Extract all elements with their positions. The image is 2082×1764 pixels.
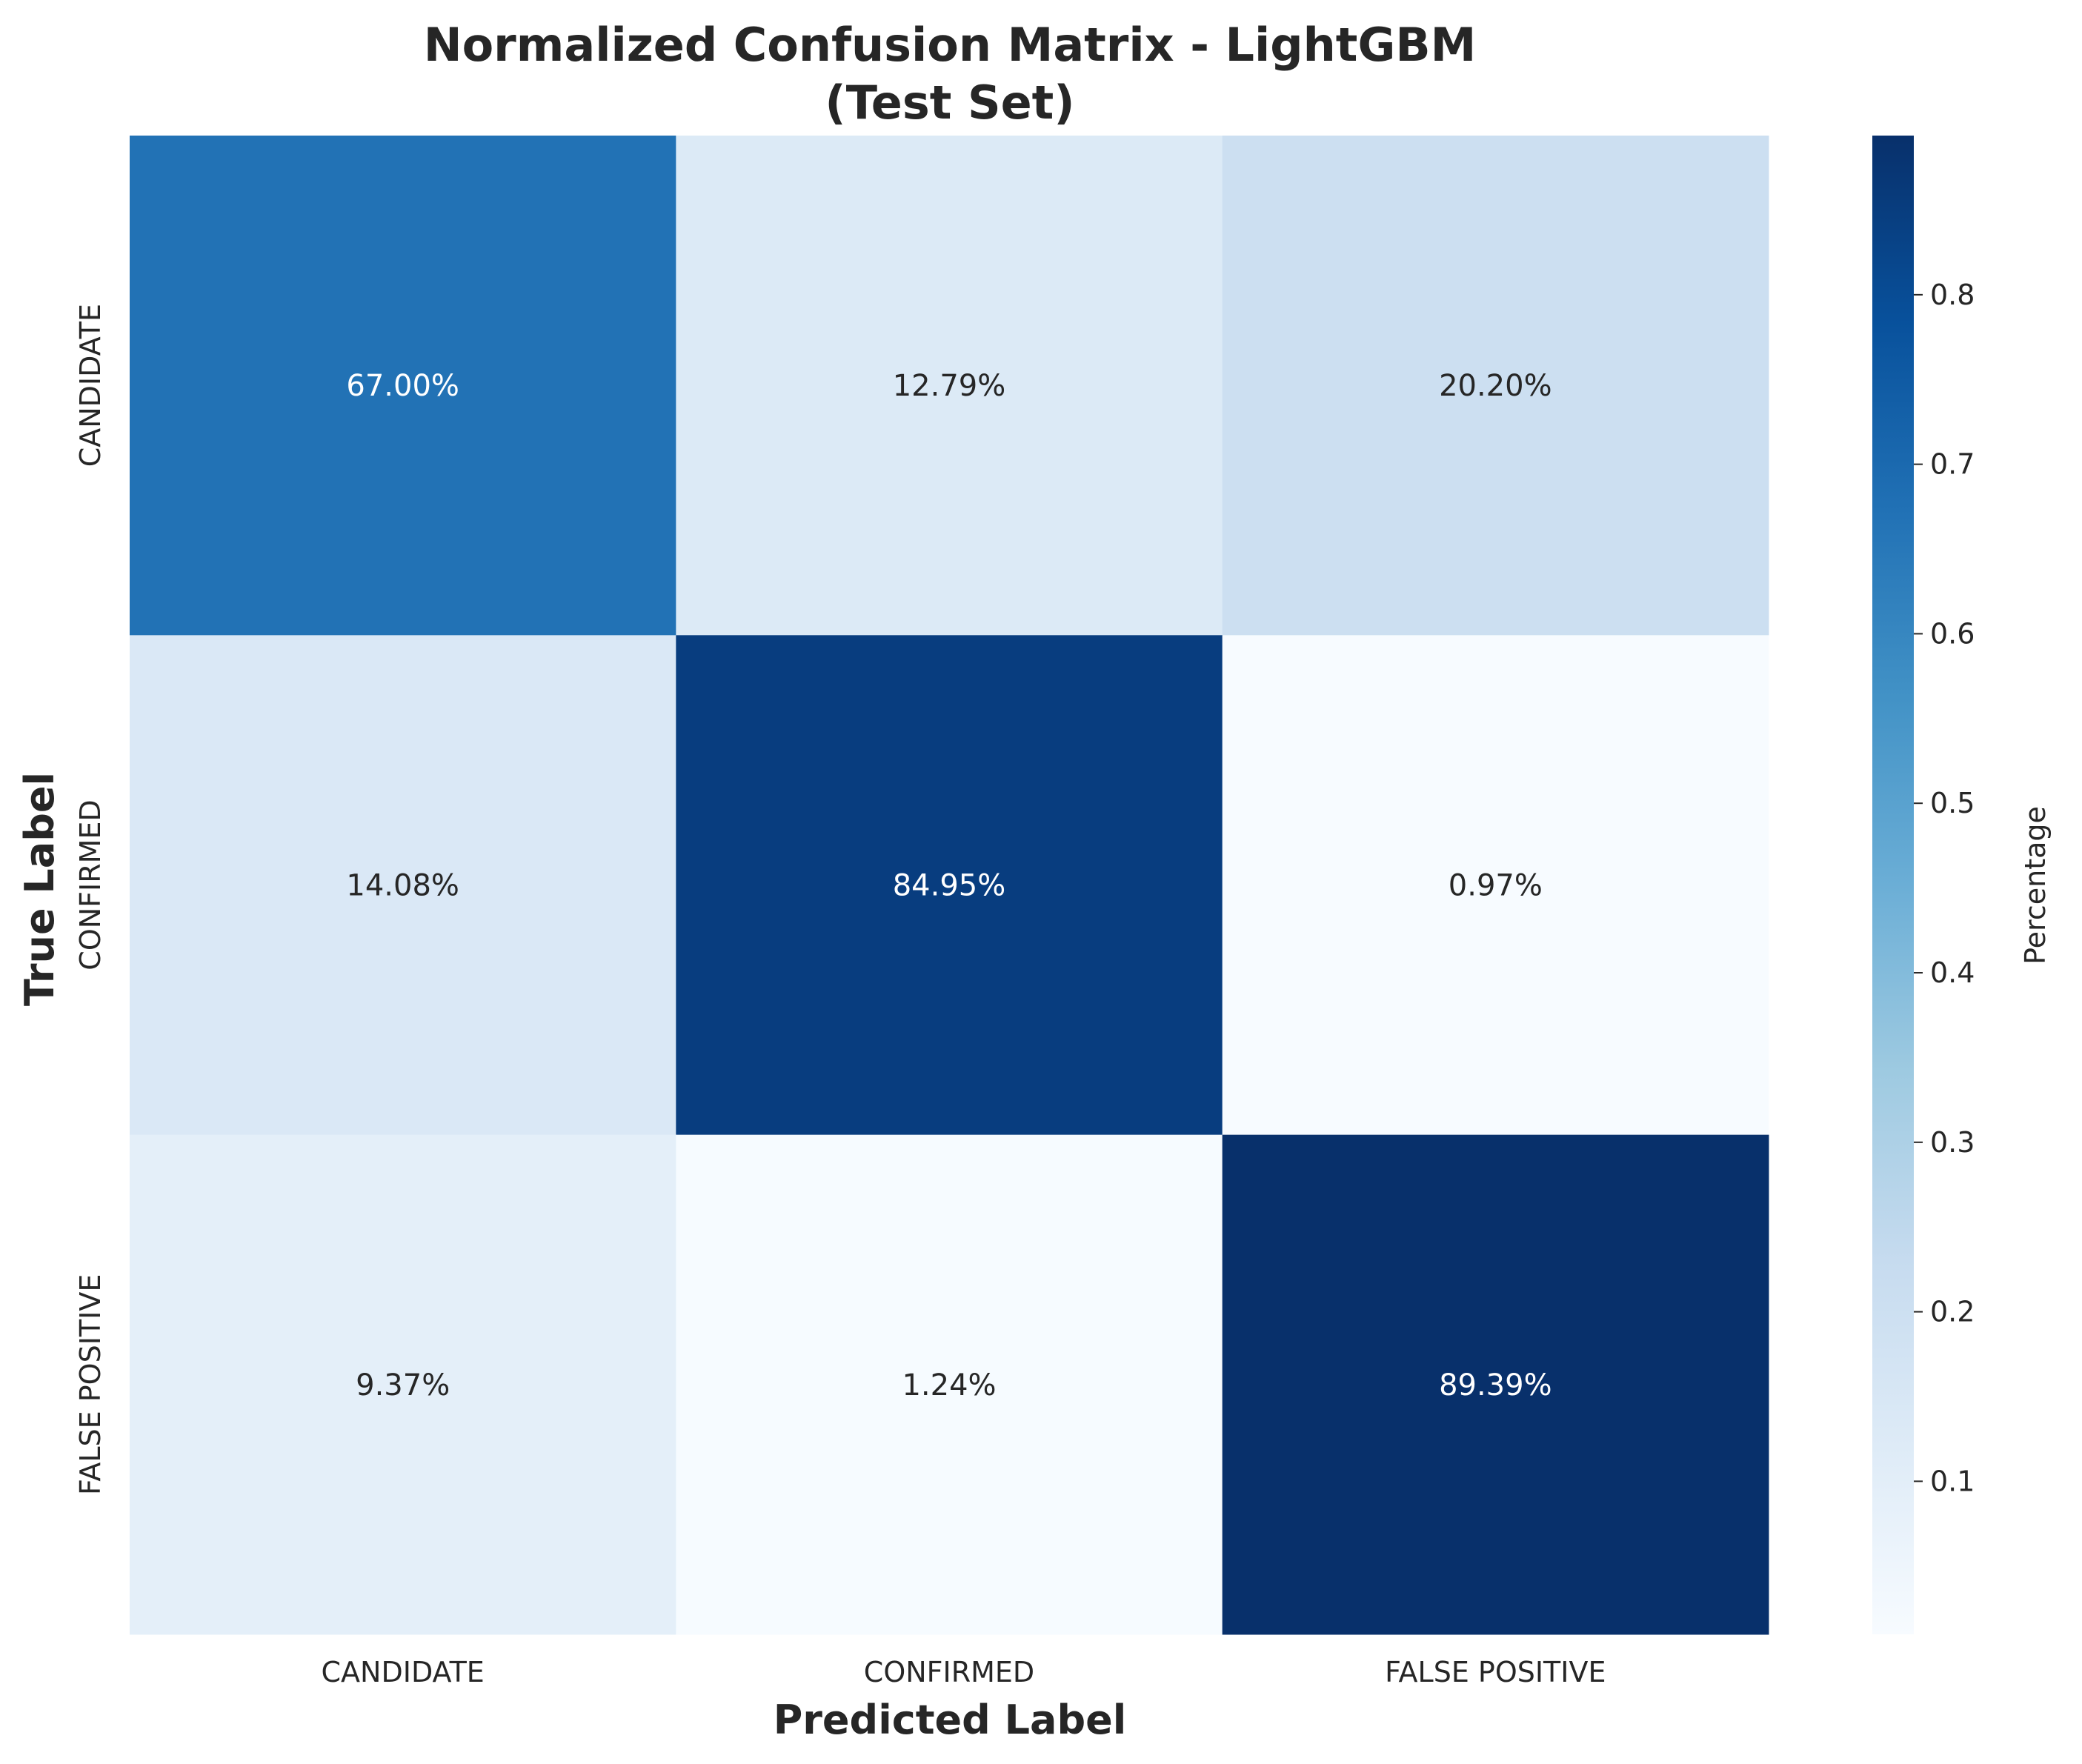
y-tick-label: CANDIDATE [74, 304, 107, 467]
colorbar-tick-label: 0.7 [1930, 448, 1975, 481]
y-tick-labels: CANDIDATE CONFIRMED FALSE POSITIVE [74, 304, 107, 1495]
x-tick-labels: CANDIDATE CONFIRMED FALSE POSITIVE [322, 1656, 1606, 1688]
x-tick-label: CONFIRMED [864, 1656, 1034, 1688]
heatmap-cell [1222, 1134, 1769, 1635]
heatmap-cell [676, 635, 1223, 1136]
y-axis-label: True Label [16, 772, 63, 1006]
y-tick-label: CONFIRMED [74, 799, 107, 970]
cell-value-label: 0.97% [1449, 869, 1543, 903]
cell-value-label: 67.00% [346, 369, 459, 403]
cell-value-label: 1.24% [902, 1368, 996, 1402]
cell-value-label: 20.20% [1439, 369, 1552, 403]
heatmap-cell [676, 136, 1223, 636]
heatmap-cell [1222, 136, 1769, 636]
colorbar-tick-label: 0.3 [1930, 1126, 1975, 1159]
colorbar-tick-label: 0.6 [1930, 617, 1975, 650]
heatmap-cell [130, 635, 676, 1136]
heatmap-cell [1222, 635, 1769, 1136]
colorbar-ticks: 0.1 0.2 0.3 0.4 0.5 0.6 0.7 0.8 [1914, 279, 1975, 1497]
colorbar-tick-label: 0.5 [1930, 787, 1975, 819]
heatmap-grid: 67.00% 12.79% 20.20% 14.08% 84.95% 0.97% 9.37%… [130, 136, 1769, 1635]
x-tick-label: CANDIDATE [322, 1656, 485, 1688]
colorbar [1872, 136, 1914, 1634]
x-tick-label: FALSE POSITIVE [1385, 1656, 1606, 1688]
colorbar-tick-label: 0.1 [1930, 1465, 1975, 1497]
chart-title-line-1: Normalized Confusion Matrix - LightGBM [424, 18, 1477, 72]
heatmap-cell [676, 1134, 1223, 1635]
colorbar-tick-label: 0.4 [1930, 956, 1975, 989]
x-axis-label: Predicted Label [774, 1697, 1127, 1743]
cell-value-label: 9.37% [356, 1368, 450, 1402]
colorbar-label: Percentage [2019, 806, 2052, 965]
heatmap-cell [130, 1134, 676, 1635]
colorbar-tick-label: 0.2 [1930, 1296, 1975, 1328]
heatmap-cell [130, 136, 676, 636]
cell-value-label: 14.08% [346, 869, 459, 903]
y-tick-label: FALSE POSITIVE [74, 1274, 107, 1495]
colorbar-tick-label: 0.8 [1930, 279, 1975, 311]
cell-value-label: 84.95% [893, 869, 1006, 903]
cell-value-label: 12.79% [893, 369, 1006, 403]
cell-value-label: 89.39% [1439, 1368, 1552, 1402]
chart-title-line-2: (Test Set) [825, 76, 1074, 130]
